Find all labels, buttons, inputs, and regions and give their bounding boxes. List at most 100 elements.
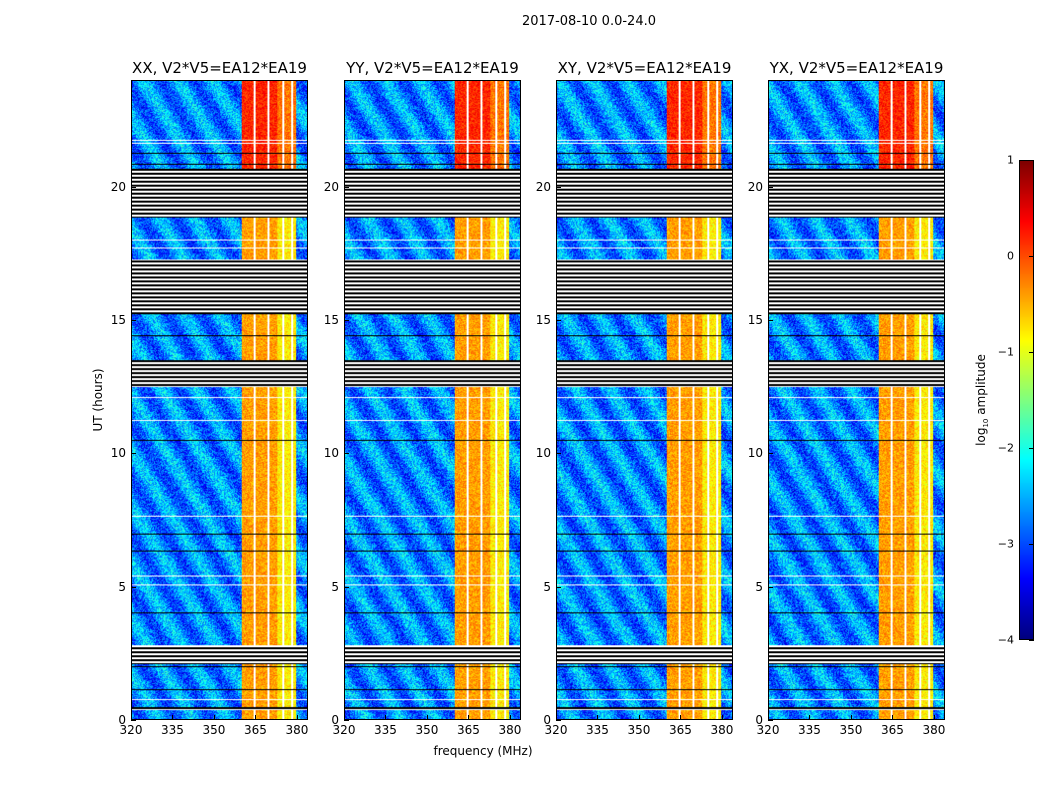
x-axis-label: frequency (MHz) <box>433 744 533 758</box>
heatmap-panel <box>768 80 945 720</box>
y-tick <box>768 453 773 455</box>
y-tick-label: 15 <box>747 313 763 327</box>
y-tick-label: 0 <box>118 713 126 727</box>
heatmap-panel <box>131 80 308 720</box>
colorbar-tick-label: −4 <box>997 633 1014 647</box>
y-tick-label: 5 <box>543 579 551 594</box>
x-tick <box>933 715 935 720</box>
y-tick <box>556 586 561 588</box>
y-tick <box>768 720 773 721</box>
y-tick <box>344 720 349 721</box>
y-tick <box>131 453 136 455</box>
y-tick-label: 10 <box>535 446 551 461</box>
y-tick-label: 20 <box>110 179 126 194</box>
x-tick <box>468 715 470 720</box>
x-tick <box>385 715 387 720</box>
x-tick-label: 380 <box>498 723 522 737</box>
x-tick <box>213 715 215 720</box>
panel-title: XX, V2*V5=EA12*EA19 <box>132 59 307 77</box>
y-tick-label: 10 <box>323 446 339 461</box>
y-axis-label: UT (hours) <box>91 368 105 432</box>
y-tick-label: 10 <box>747 446 763 461</box>
x-tick <box>131 715 132 720</box>
y-tick-label: 0 <box>755 713 763 727</box>
x-tick-label: 320 <box>332 723 356 737</box>
x-tick <box>638 715 640 720</box>
colorbar-tick-label: −1 <box>997 345 1014 359</box>
colorbar-label: log10 amplitude <box>974 354 990 446</box>
y-tick-label: 20 <box>747 179 763 194</box>
x-tick-label: 320 <box>756 723 780 737</box>
colorbar-tick <box>1029 352 1034 353</box>
x-tick-label: 365 <box>881 723 904 737</box>
y-tick <box>131 186 136 188</box>
colorbar-label-rest: amplitude <box>973 354 988 419</box>
x-tick <box>172 715 174 720</box>
y-tick <box>556 320 561 321</box>
x-tick <box>850 715 852 720</box>
x-tick-label: 320 <box>119 723 143 737</box>
y-tick-label: 20 <box>535 179 551 194</box>
y-tick <box>768 586 773 588</box>
colorbar-tick <box>1029 256 1034 257</box>
y-tick-label: 0 <box>331 713 339 727</box>
y-tick <box>344 586 349 588</box>
figure-suptitle: 2017-08-10 0.0-24.0 <box>522 14 656 29</box>
x-tick-label: 335 <box>586 723 609 737</box>
heatmap-image <box>345 81 520 719</box>
colorbar-tick <box>1029 544 1034 545</box>
y-tick-label: 5 <box>755 579 763 594</box>
y-tick-label: 5 <box>118 579 126 594</box>
x-tick-label: 380 <box>922 723 946 737</box>
colorbar-tick <box>1029 160 1034 161</box>
colorbar-gradient <box>1020 161 1033 639</box>
colorbar-tick <box>1029 448 1034 449</box>
x-tick <box>768 715 769 720</box>
y-tick <box>344 320 349 321</box>
y-tick <box>768 320 773 321</box>
x-tick <box>809 715 811 720</box>
colorbar-tick-label: −2 <box>997 441 1014 455</box>
x-tick <box>680 715 682 720</box>
heatmap-panel <box>556 80 733 720</box>
y-tick-label: 10 <box>110 446 126 461</box>
x-tick-label: 350 <box>627 723 651 737</box>
x-tick-label: 335 <box>161 723 184 737</box>
x-tick <box>344 715 345 720</box>
x-tick-label: 350 <box>839 723 863 737</box>
y-tick <box>556 720 561 721</box>
panel-title: XY, V2*V5=EA12*EA19 <box>557 59 732 77</box>
x-tick <box>509 715 511 720</box>
colorbar-tick-label: 1 <box>1007 153 1014 167</box>
y-tick-label: 5 <box>331 579 339 594</box>
y-tick <box>131 720 136 721</box>
y-tick-label: 15 <box>535 313 551 327</box>
y-tick <box>344 453 349 455</box>
colorbar-label-sub: 10 <box>982 418 991 428</box>
x-tick-label: 320 <box>544 723 568 737</box>
x-tick-label: 335 <box>374 723 397 737</box>
y-tick <box>768 186 773 188</box>
y-tick <box>344 186 349 188</box>
colorbar-tick-label: −3 <box>997 537 1014 551</box>
x-tick-label: 365 <box>669 723 692 737</box>
x-tick-label: 350 <box>415 723 439 737</box>
y-tick-label: 20 <box>323 179 339 194</box>
y-tick <box>556 186 561 188</box>
x-tick <box>892 715 894 720</box>
heatmap-panel <box>344 80 521 720</box>
heatmap-image <box>557 81 732 719</box>
panel-title: YX, V2*V5=EA12*EA19 <box>769 59 944 77</box>
y-tick-label: 15 <box>323 313 339 327</box>
colorbar-tick <box>1029 640 1034 641</box>
x-tick-label: 335 <box>798 723 821 737</box>
x-tick-label: 380 <box>710 723 734 737</box>
y-tick-label: 15 <box>110 313 126 327</box>
colorbar-label-log: log <box>973 427 988 446</box>
x-tick-label: 350 <box>202 723 226 737</box>
x-tick <box>296 715 298 720</box>
y-tick-label: 0 <box>543 713 551 727</box>
y-tick <box>131 320 136 321</box>
heatmap-image <box>769 81 944 719</box>
